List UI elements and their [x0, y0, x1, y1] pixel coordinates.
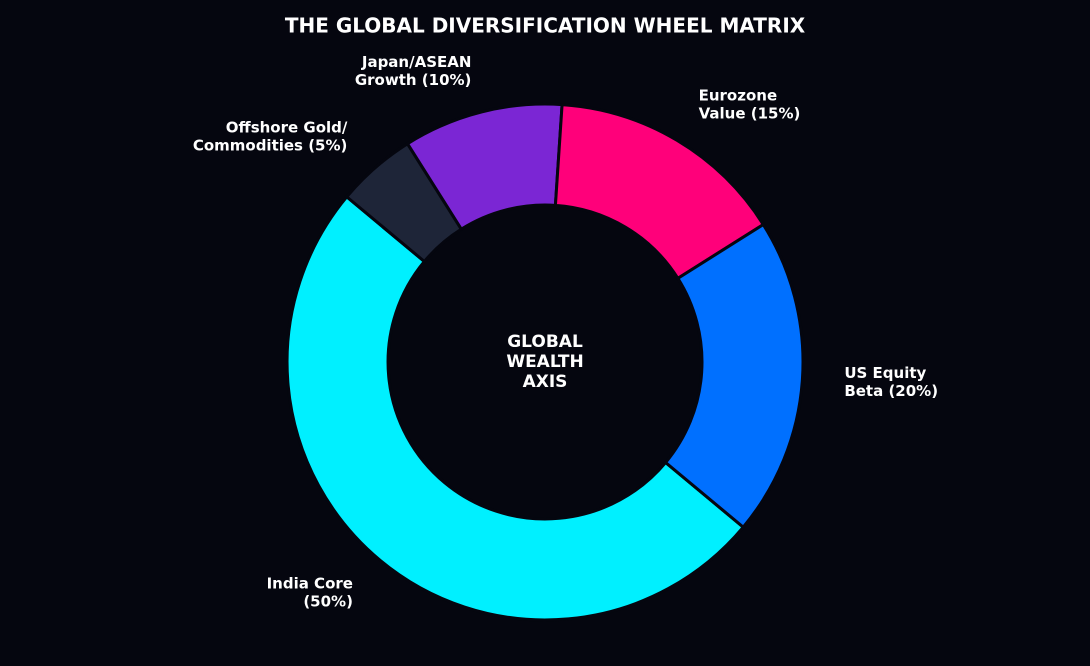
chart-title: THE GLOBAL DIVERSIFICATION WHEEL MATRIX: [285, 14, 806, 38]
center-label: GLOBAL WEALTH AXIS: [506, 332, 583, 392]
segment-label: US Equity Beta (20%): [844, 363, 938, 399]
segment-label: India Core (50%): [267, 574, 353, 610]
donut-segment: [285, 194, 746, 622]
segment-label: Offshore Gold/Commodities (5%): [193, 118, 348, 154]
segment-label: Eurozone Value (15%): [699, 86, 801, 122]
donut-segment: [663, 222, 805, 530]
segment-label: Japan/ASEAN Growth (10%): [355, 53, 472, 89]
